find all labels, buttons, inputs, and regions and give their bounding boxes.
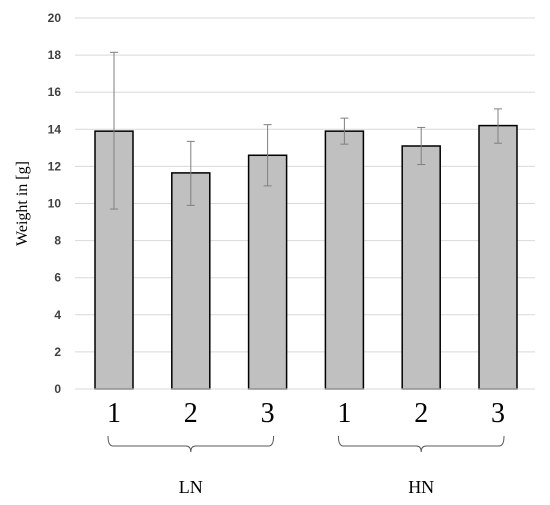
y-tick-label: 14 [48,122,62,136]
y-tick-label: 18 [48,48,62,62]
bars [94,124,518,390]
x-tick-label: 3 [491,398,505,429]
y-tick-label: 8 [54,234,61,248]
y-tick-label: 16 [48,85,62,99]
gridlines [75,17,535,353]
y-tick-label: 4 [54,308,61,322]
y-tick-label: 0 [54,382,61,396]
y-tick-label: 2 [54,345,61,359]
group-label: LN [179,477,203,497]
bar [324,130,365,390]
x-tick-label: 3 [261,398,275,429]
x-tick-label: 1 [107,398,121,429]
x-tick-label: 2 [414,398,428,429]
error-bars [110,51,502,210]
bar [247,154,288,390]
y-axis-ticks: 0 2 4 6 8 10 12 14 16 18 20 [48,11,62,396]
category-labels: 1 2 3 1 2 3 [107,398,505,429]
group-brace [337,435,505,453]
x-tick-label: 2 [184,398,198,429]
y-tick-label: 10 [48,197,62,211]
y-tick-label: 20 [48,11,62,25]
bar [478,124,518,390]
y-axis-title: Weight in [g] [14,161,31,246]
group-label: HN [408,477,434,497]
group-brackets: LN HN [107,435,505,497]
y-tick-label: 12 [48,159,62,173]
group-brace [107,435,275,453]
x-tick-label: 1 [337,398,351,429]
y-tick-label: 6 [54,271,61,285]
bar [401,145,441,390]
